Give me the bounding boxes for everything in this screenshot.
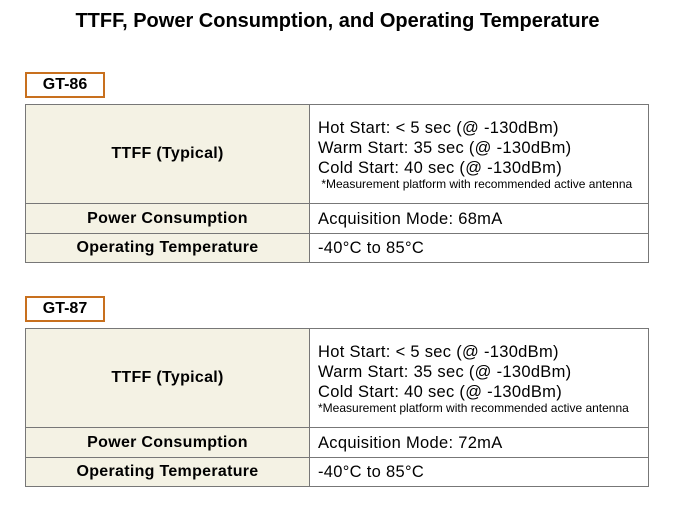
footnote: *Measurement platform with recommended a… [318,400,629,415]
row-header: Power Consumption [25,203,310,234]
table-row: TTFF (Typical) Hot Start: < 5 sec (@ -130… [25,104,649,204]
table-row: Operating Temperature -40°C to 85°C [25,457,649,487]
row-value: -40°C to 85°C [309,457,649,487]
value-line: Acquisition Mode: 68mA [318,209,503,228]
table-row: TTFF (Typical) Hot Start: < 5 sec (@ -130… [25,328,649,428]
value-line: Warm Start: 35 sec (@ -130dBm) [318,362,572,381]
row-header: TTFF (Typical) [25,328,310,428]
row-value: Acquisition Mode: 68mA [309,203,649,234]
row-header: Operating Temperature [25,457,310,487]
row-value: Acquisition Mode: 72mA [309,427,649,458]
value-line: Cold Start: 40 sec (@ -130dBm) [318,158,563,177]
value-line: Warm Start: 35 sec (@ -130dBm) [318,138,572,157]
table-body: TTFF (Typical) Hot Start: < 5 sec (@ -130… [25,328,649,487]
value-line: -40°C to 85°C [318,463,425,481]
row-header: Operating Temperature [25,233,310,263]
row-header: TTFF (Typical) [25,104,310,204]
row-value: -40°C to 85°C [309,233,649,263]
value-line: Acquisition Mode: 72mA [318,433,503,452]
table-body: TTFF (Typical) Hot Start: < 5 sec (@ -130… [25,104,649,263]
value-line: Hot Start: < 5 sec (@ -130dBm) [318,118,559,137]
row-header: Power Consumption [25,427,310,458]
spec-table: TTFF (Typical) Hot Start: < 5 sec (@ -130… [25,104,649,263]
value-line: Hot Start: < 5 sec (@ -130dBm) [318,342,559,361]
section-label: GT-87 [25,296,105,322]
section-label: GT-86 [25,72,105,98]
spec-table: TTFF (Typical) Hot Start: < 5 sec (@ -130… [25,328,649,487]
table-row: Power Consumption Acquisition Mode: 72mA [25,427,649,458]
footnote: *Measurement platform with recommended a… [318,176,633,191]
table-row: Operating Temperature -40°C to 85°C [25,233,649,263]
table-row: Power Consumption Acquisition Mode: 68mA [25,203,649,234]
value-line: -40°C to 85°C [318,239,425,257]
row-value: Hot Start: < 5 sec (@ -130dBm) Warm Start… [309,104,649,204]
row-value: Hot Start: < 5 sec (@ -130dBm) Warm Start… [309,328,649,428]
value-line: Cold Start: 40 sec (@ -130dBm) [318,382,563,401]
page-title: TTFF, Power Consumption, and Operating T… [75,10,600,32]
